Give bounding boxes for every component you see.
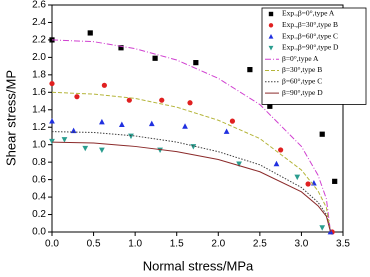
marker — [332, 178, 338, 184]
y-tick-label: 1.0 — [32, 139, 46, 150]
marker — [278, 147, 284, 153]
marker — [99, 147, 105, 154]
x-axis-label: Normal stress/MPa — [143, 258, 254, 273]
y-tick-label: 0.2 — [32, 209, 46, 220]
marker — [49, 138, 55, 145]
marker — [294, 174, 301, 181]
legend: Exp.,β=0°,type A Exp.,β=30°,type B Exp.,β=… — [261, 7, 367, 105]
marker — [152, 55, 158, 61]
marker — [319, 131, 325, 137]
marker — [82, 145, 89, 152]
marker — [236, 161, 242, 168]
marker — [268, 45, 274, 51]
legend-label: β=30°,type B — [282, 65, 322, 74]
y-tick-label: 1.6 — [32, 87, 46, 98]
marker — [118, 121, 125, 127]
y-tick-label: 1.4 — [32, 104, 46, 115]
x-tick-label: 1.0 — [128, 239, 142, 250]
marker — [268, 11, 274, 17]
x-tick-label: 0.5 — [87, 239, 101, 250]
marker — [74, 94, 80, 100]
marker — [118, 45, 124, 51]
x-tick-label: 3.0 — [294, 239, 308, 250]
marker — [159, 97, 165, 103]
marker — [49, 80, 55, 87]
x-tick-label: 3.5 — [336, 239, 350, 250]
marker — [101, 82, 107, 88]
legend-label: Exp.,β=60°,type C — [282, 31, 338, 40]
x-tick-label: 0.0 — [45, 239, 59, 250]
marker — [182, 123, 188, 129]
marker — [273, 160, 280, 167]
marker — [128, 133, 134, 140]
marker — [70, 127, 77, 134]
marker — [268, 23, 274, 28]
legend-label: β=0°,type A — [282, 54, 319, 63]
legend-label: β=90°,type D — [282, 88, 323, 97]
marker — [268, 33, 274, 39]
y-tick-label: 0.4 — [32, 192, 46, 203]
y-tick-label: 0.8 — [32, 157, 46, 168]
curve — [51, 91, 332, 233]
marker — [187, 100, 193, 106]
marker — [305, 181, 311, 187]
y-tick-label: 2.0 — [32, 52, 46, 63]
marker — [126, 97, 132, 103]
legend-label: Exp.,β=0°,type A — [282, 9, 335, 18]
marker — [61, 137, 68, 143]
y-tick-label: 0.6 — [32, 174, 46, 185]
marker — [148, 120, 155, 127]
y-tick-label: 2.6 — [32, 0, 46, 11]
marker — [229, 118, 236, 124]
marker — [247, 67, 253, 73]
legend-label: β=60°,type C — [282, 77, 322, 86]
y-axis-label: Shear stress/MP — [3, 70, 18, 166]
y-tick-label: 1.2 — [32, 122, 46, 133]
marker — [99, 118, 105, 125]
marker — [87, 30, 93, 36]
marker — [319, 225, 326, 231]
x-tick-label: 2.5 — [253, 239, 267, 250]
marker — [193, 60, 199, 66]
legend-box — [261, 7, 367, 105]
y-tick-label: 1.8 — [32, 69, 46, 80]
x-tick-label: 2.0 — [211, 239, 225, 250]
y-tick-label: 2.2 — [32, 35, 46, 46]
curve — [51, 141, 332, 233]
marker — [223, 128, 230, 134]
legend-label: Exp.,β=90°,type D — [282, 43, 339, 52]
legend-label: Exp.,β=30°,type B — [282, 20, 338, 29]
marker — [190, 144, 197, 150]
marker — [267, 103, 273, 109]
marker — [49, 117, 55, 124]
x-tick-label: 1.5 — [170, 239, 184, 250]
y-tick-label: 2.4 — [32, 17, 46, 28]
y-tick-label: 0.0 — [32, 227, 46, 238]
curve — [51, 131, 332, 233]
